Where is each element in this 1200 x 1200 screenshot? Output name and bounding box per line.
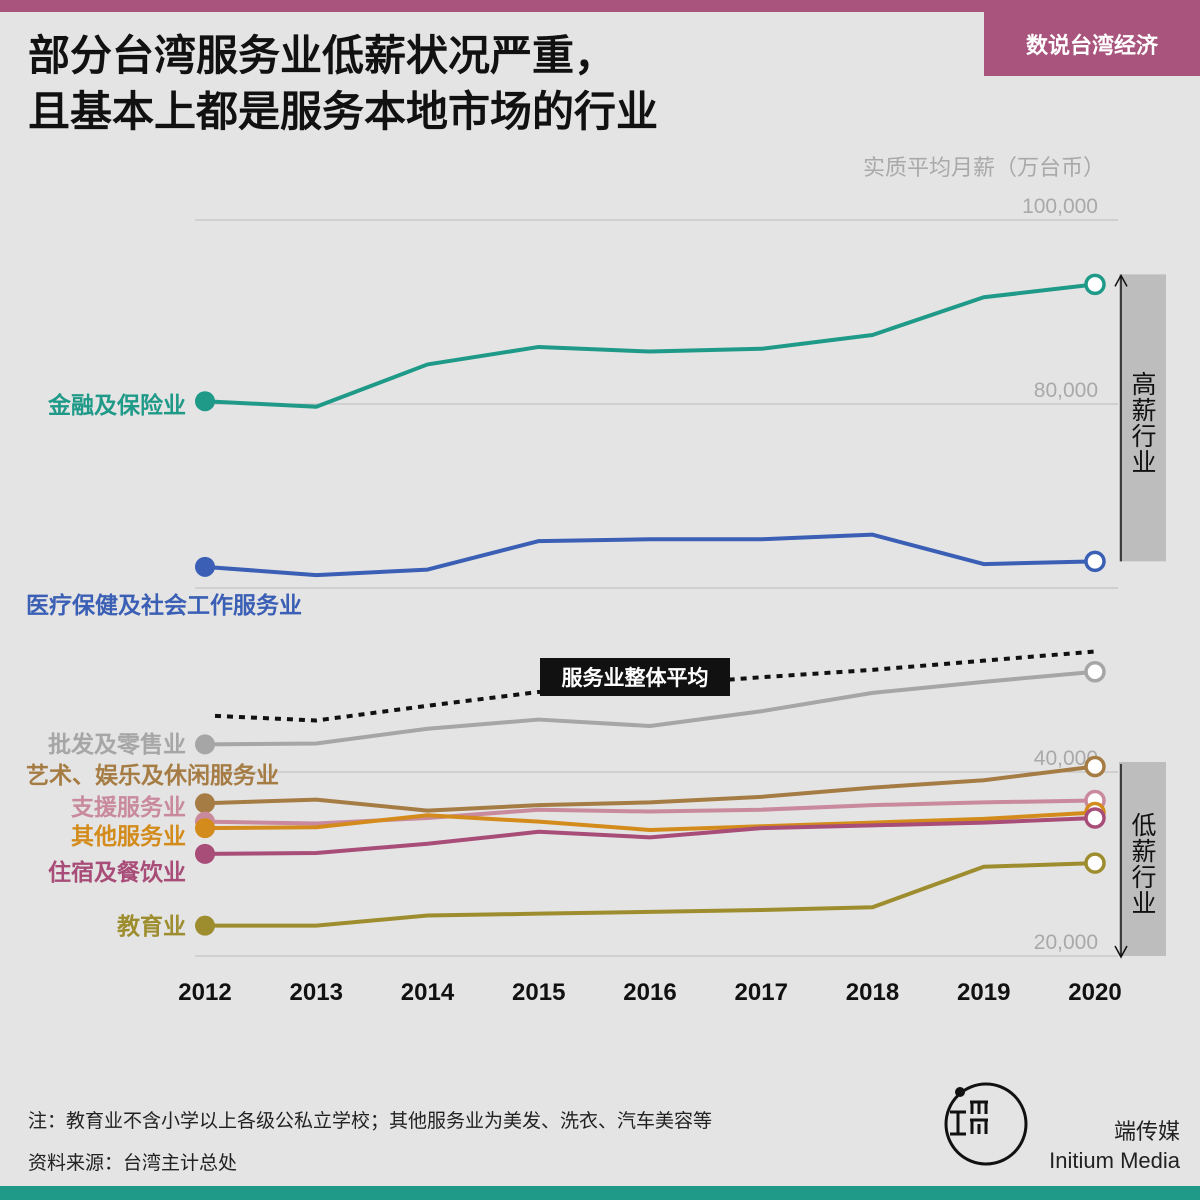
series-label: 教育业 — [117, 913, 186, 940]
series-tag: 数说台湾经济 — [984, 12, 1200, 76]
series-end-point — [1084, 273, 1106, 296]
x-tick-label: 2019 — [957, 979, 1010, 1006]
x-tick-label: 2014 — [401, 979, 455, 1006]
series-end-point — [1084, 755, 1106, 778]
series-line — [204, 816, 1096, 856]
bracket-label-char: 业 — [1131, 889, 1156, 918]
bracket-label-char: 薪 — [1131, 396, 1156, 425]
series-label: 医疗保健及社会工作服务业 — [26, 592, 302, 619]
brand-name-en: Initium Media — [1049, 1148, 1180, 1173]
y-tick-label: 40,000 — [1034, 747, 1098, 770]
bracket-label-char: 低 — [1131, 811, 1156, 840]
source-note: 资料来源：台湾主计总处 — [28, 1152, 238, 1174]
x-tick-label: 2018 — [846, 979, 899, 1006]
series-line — [204, 764, 1096, 813]
x-tick-label: 2017 — [735, 979, 788, 1006]
series-label: 其他服务业 — [71, 824, 186, 850]
series-start-point — [195, 843, 215, 864]
bracket-label-char: 高 — [1131, 370, 1156, 399]
series-start-point — [195, 556, 215, 577]
initium-logo-icon — [944, 1082, 1028, 1166]
series-end-point — [1084, 807, 1106, 829]
line-chart: 20,000 40,000 80,000 100,000 2012 2013 2014 201… — [26, 195, 1166, 1006]
series-end-point — [1084, 852, 1106, 874]
x-tick-label: 2020 — [1068, 979, 1121, 1006]
series-line — [204, 282, 1096, 409]
series-start-point — [195, 793, 215, 814]
top-accent-bar — [0, 0, 1200, 12]
bracket-label-char: 行 — [1131, 863, 1156, 892]
x-tick-label: 2015 — [512, 979, 565, 1006]
page-title: 部分台湾服务业低薪状况严重， 且基本上都是服务本地市场的行业 — [28, 28, 968, 140]
title-line-2: 且基本上都是服务本地市场的行业 — [28, 87, 659, 136]
series-label: 批发及零售业 — [48, 731, 186, 758]
brand-name-cn: 端传媒 — [1113, 1120, 1180, 1145]
series-label: 艺术、娱乐及休闲服务业 — [26, 763, 279, 789]
series-line — [204, 810, 1096, 832]
series-end-point — [1084, 550, 1106, 573]
title-line-1: 部分台湾服务业低薪状况严重， — [28, 31, 617, 80]
bracket-arrow-head — [1114, 273, 1128, 287]
average-label: 服务业整体平均 — [562, 666, 709, 690]
y-tick-label: 100,000 — [1022, 195, 1098, 218]
y-tick-label: 80,000 — [1034, 379, 1098, 402]
bracket-label-char: 行 — [1131, 422, 1156, 451]
average-label-box — [540, 658, 730, 696]
footnote: 注：教育业不含小学以上各级公私立学校；其他服务业为美发、洗衣、汽车美容等 — [28, 1110, 713, 1132]
bracket-label-char: 薪 — [1131, 837, 1156, 866]
series-line — [204, 669, 1096, 747]
series-end-point — [1084, 660, 1106, 683]
series-start-point — [195, 734, 215, 755]
series-label: 金融及保险业 — [47, 392, 186, 419]
y-axis-unit-label: 实质平均月薪（万台币） — [862, 156, 1105, 181]
bracket-box — [1119, 762, 1166, 956]
series-start-point — [195, 391, 215, 412]
x-tick-label: 2016 — [623, 979, 676, 1006]
series-line — [205, 861, 1096, 928]
bracket-box — [1119, 274, 1166, 562]
bottom-accent-bar — [0, 1186, 1200, 1200]
bracket-label-char: 业 — [1131, 448, 1156, 477]
series-label: 住宿及餐饮业 — [48, 859, 186, 886]
series-start-point — [195, 915, 215, 936]
series-line — [204, 532, 1096, 578]
bracket-arrow-head — [1114, 945, 1128, 959]
x-tick-label: 2013 — [290, 979, 343, 1006]
series-start-point — [195, 818, 215, 839]
y-tick-label: 20,000 — [1034, 931, 1098, 954]
series-label: 支援服务业 — [70, 795, 186, 821]
x-tick-label: 2012 — [178, 979, 231, 1006]
